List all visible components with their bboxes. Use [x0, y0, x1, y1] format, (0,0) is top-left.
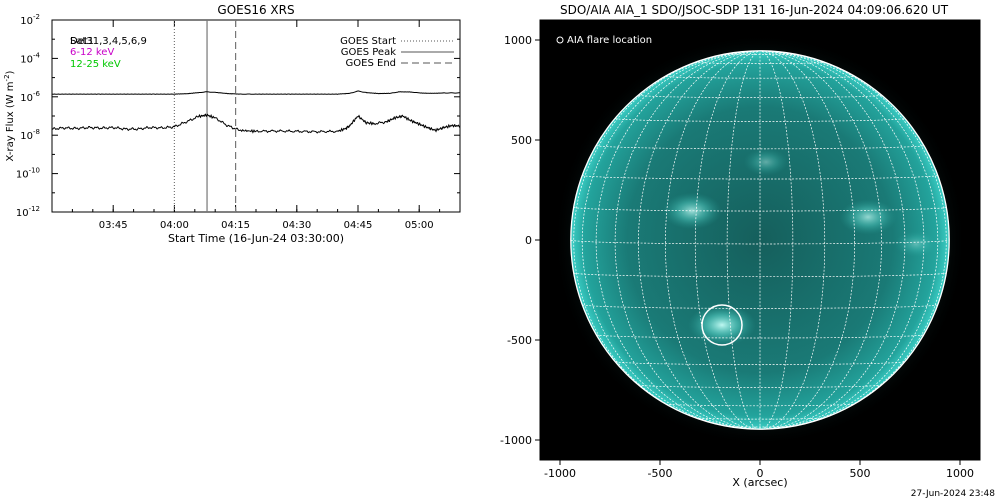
aia-legend-label: AIA flare location [567, 35, 652, 46]
aia-legend: AIA flare location [556, 35, 652, 46]
aia-y-tick-label: 0 [525, 234, 532, 247]
aia-grid-latitude [582, 304, 938, 309]
aia-x-tick-label: 500 [850, 467, 871, 480]
aia-grid-latitude [727, 426, 793, 428]
aia-y-tick-label: -500 [507, 334, 532, 347]
aia-bright-region [839, 199, 897, 235]
aia-bright-region [743, 148, 789, 176]
legend-sat-list: Sat31,3,4,5,6,9 [70, 36, 147, 47]
aia-grid-latitude [665, 403, 855, 407]
xrs-x-axis: 03:45 04:00 04:15 04:30 04:45 05:00 [51, 20, 461, 231]
aia-solar-limb [570, 50, 950, 430]
xrs-y-tick-label: 10-8 [20, 128, 40, 142]
aia-grid-longitude [665, 50, 761, 430]
aia-heliographic-grid [570, 50, 950, 430]
xrs-channel-legend: Det1 Sat31,3,4,5,6,9 6-12 keV 12-25 keV [70, 36, 147, 70]
xrs-x-tick-label: 05:00 [405, 220, 434, 231]
aia-grid-longitude [581, 50, 761, 430]
aia-x-tick-label: -500 [648, 467, 673, 480]
xrs-x-tick-label: 04:30 [282, 220, 311, 231]
xrs-series-short [52, 113, 460, 134]
aia-bright-region [894, 230, 938, 258]
xrs-y-tick-label: 10-6 [20, 90, 40, 104]
legend-goes-peak: GOES Peak [341, 47, 396, 58]
aia-x-axis-label: X (arcsec) [732, 476, 787, 489]
xrs-y-tick-label: 10-12 [16, 205, 40, 219]
xrs-y-axis: 10-2 10-4 10-6 10-8 10-10 10-12 [16, 13, 460, 219]
xrs-x-tick-label: 04:45 [344, 220, 373, 231]
xrs-y-tick-label: 10-2 [20, 13, 40, 27]
goes-xrs-panel: GOES16 XRS 10-2 10-4 10-6 10-8 10-10 10-12 03… [3, 3, 461, 245]
aia-x-tick-label: 0 [757, 467, 764, 480]
xrs-x-tick-label: 03:45 [99, 220, 128, 231]
legend-det1: Det1 [70, 36, 94, 47]
aia-legend-circle-icon [556, 36, 564, 44]
aia-grid-longitude [759, 50, 939, 430]
aia-grid-latitude [638, 384, 882, 388]
xrs-y-axis-label: X-ray Flux (W m-2) [3, 70, 16, 161]
aia-grid-longitude [614, 50, 761, 430]
xrs-x-tick-label: 04:15 [221, 220, 250, 231]
aia-image-panel: SDO/AIA AIA_1 SDO/JSOC-SDP 131 16-Jun-20… [500, 3, 981, 489]
aia-grid-longitude [759, 50, 925, 430]
flare-location-marker [701, 304, 743, 346]
xrs-x-tick-label: 04:00 [160, 220, 189, 231]
aia-grid-longitude [759, 50, 882, 430]
footer-timestamp: 27-Jun-2024 23:48 [911, 489, 995, 499]
aia-grid-longitude [638, 50, 761, 430]
aia-grid-longitude [726, 50, 761, 430]
aia-bright-region [688, 304, 756, 346]
aia-grid-longitude [694, 50, 761, 430]
xrs-title: GOES16 XRS [217, 3, 294, 17]
aia-grid-longitude [759, 50, 947, 428]
aia-x-axis: -1000 -500 0 500 1000 [544, 460, 974, 480]
xrs-y-tick-label: 10-4 [20, 51, 40, 65]
aia-title: SDO/AIA AIA_1 SDO/JSOC-SDP 131 16-Jun-20… [560, 3, 949, 17]
xrs-x-axis-label: Start Time (16-Jun-24 03:30:00) [168, 232, 344, 245]
aia-y-tick-label: 1000 [504, 34, 532, 47]
aia-grid-longitude [573, 50, 761, 428]
xrs-event-legend: GOES Start GOES Peak GOES End [340, 36, 454, 69]
aia-y-tick-label: -1000 [500, 434, 532, 447]
aia-grid-longitude [595, 50, 761, 430]
aia-grid-latitude [595, 145, 925, 150]
aia-grid-longitude [759, 50, 794, 430]
aia-grid-latitude [614, 118, 906, 122]
aia-y-tick-label: 500 [511, 134, 532, 147]
aia-grid-latitude [570, 239, 950, 245]
xrs-series-long [52, 90, 460, 95]
aia-grid-longitude [759, 50, 855, 430]
aia-bright-region [662, 192, 722, 230]
legend-goes-start: GOES Start [340, 36, 396, 47]
xrs-y-tick-label: 10-10 [16, 167, 40, 181]
aia-x-tick-label: -1000 [544, 467, 576, 480]
legend-goes-end: GOES End [346, 58, 396, 69]
aia-y-axis: -1000 -500 0 500 1000 [500, 34, 540, 447]
aia-grid-latitude [695, 417, 825, 420]
legend-12-25-kev: 12-25 keV [70, 59, 121, 70]
aia-grid-longitude [759, 50, 906, 430]
legend-6-12-kev: 6-12 keV [70, 47, 114, 58]
aia-grid-longitude [759, 50, 826, 430]
xrs-series [52, 90, 460, 134]
aia-x-tick-label: 1000 [946, 467, 974, 480]
